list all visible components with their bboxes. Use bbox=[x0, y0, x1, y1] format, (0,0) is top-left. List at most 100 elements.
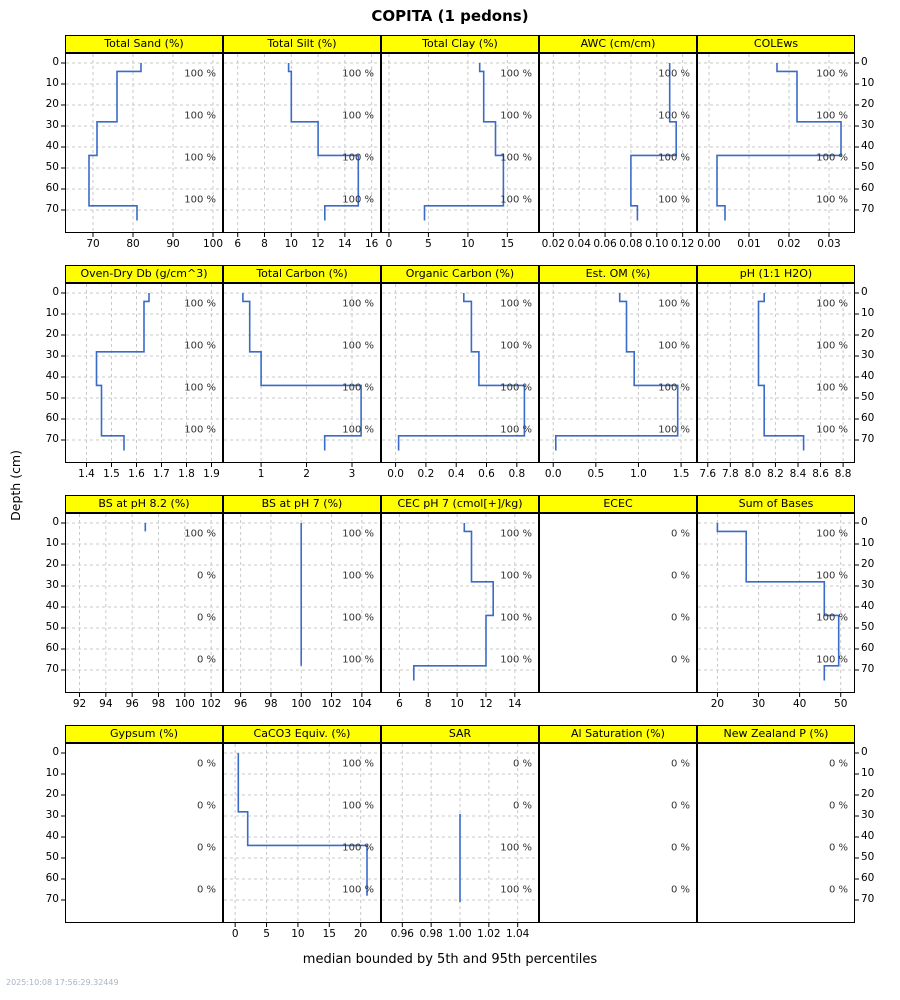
contributing-fraction-label: 100 % bbox=[816, 383, 848, 394]
median-line bbox=[88, 63, 142, 221]
depth-tick-label: 20 bbox=[45, 98, 59, 110]
panel-est-om: 100 % 100 % 100 % 100 % bbox=[539, 283, 697, 467]
depth-tick-label: 30 bbox=[45, 809, 59, 821]
x-tick-label: 20 bbox=[710, 698, 725, 710]
timestamp-watermark: 2025:10:08 17:56:29.32449 bbox=[6, 978, 119, 987]
depth-tick-label: 0 bbox=[52, 746, 59, 758]
x-tick-label: 5 bbox=[263, 928, 270, 940]
x-tick-label: 16 bbox=[364, 238, 379, 250]
x-tick-label: 8.0 bbox=[744, 468, 762, 480]
depth-tick-label: 70 bbox=[861, 893, 875, 905]
x-tick-label: 0.0 bbox=[387, 468, 404, 480]
x-tick-label: 1.0 bbox=[630, 468, 647, 480]
panel-header-al-saturation: Al Saturation (%) bbox=[539, 725, 697, 743]
depth-tick-label: 60 bbox=[45, 412, 59, 424]
contributing-fraction-label: 0 % bbox=[197, 885, 216, 896]
depth-tick-label: 10 bbox=[861, 767, 875, 779]
x-tick-label: 0.2 bbox=[417, 468, 435, 480]
contributing-fraction-label: 100 % bbox=[658, 111, 690, 122]
x-tick-label: 0.04 bbox=[567, 238, 591, 250]
contributing-fraction-label: 100 % bbox=[184, 341, 216, 352]
panel-header-new-zealand-p: New Zealand P (%) bbox=[697, 725, 855, 743]
x-tick-label: 1.5 bbox=[103, 468, 120, 480]
x-tick-label: 94 bbox=[99, 698, 113, 710]
x-tick-label: 8.8 bbox=[834, 468, 852, 480]
depth-tick-label: 10 bbox=[861, 537, 875, 549]
contributing-fraction-label: 100 % bbox=[816, 571, 848, 582]
depth-tick-label: 30 bbox=[45, 579, 59, 591]
panel-header-organic-carbon: Organic Carbon (%) bbox=[381, 265, 539, 283]
contributing-fraction-label: 100 % bbox=[184, 299, 216, 310]
contributing-fraction-label: 100 % bbox=[184, 425, 216, 436]
median-line bbox=[413, 523, 494, 681]
contributing-fraction-label: 100 % bbox=[500, 195, 532, 206]
x-tick-label: 15 bbox=[500, 238, 515, 250]
contributing-fraction-label: 100 % bbox=[658, 153, 690, 164]
contributing-fraction-label: 100 % bbox=[342, 655, 374, 666]
depth-tick-label: 50 bbox=[45, 161, 59, 173]
x-tick-label: 1.7 bbox=[153, 468, 170, 480]
contributing-fraction-label: 100 % bbox=[816, 153, 848, 164]
panel-header-gypsum: Gypsum (%) bbox=[65, 725, 223, 743]
x-tick-label: 15 bbox=[322, 928, 336, 940]
depth-tick-label: 60 bbox=[45, 642, 59, 654]
x-tick-label: 2 bbox=[303, 468, 310, 480]
contributing-fraction-label: 100 % bbox=[342, 69, 374, 80]
depth-tick-label: 40 bbox=[45, 600, 59, 612]
panel-header-caco3-equiv: CaCO3 Equiv. (%) bbox=[223, 725, 381, 743]
x-tick-label: 3 bbox=[348, 468, 356, 480]
x-tick-label: 0.5 bbox=[587, 468, 605, 480]
x-tick-label: 14 bbox=[508, 698, 522, 710]
x-tick-label: 7.6 bbox=[699, 468, 717, 480]
contributing-fraction-label: 100 % bbox=[816, 69, 848, 80]
contributing-fraction-label: 100 % bbox=[816, 299, 848, 310]
contributing-fraction-label: 100 % bbox=[184, 529, 216, 540]
median-line bbox=[716, 523, 840, 681]
depth-tick-label: 20 bbox=[861, 788, 875, 800]
depth-tick-label: 20 bbox=[861, 558, 875, 570]
depth-tick-label: 0 bbox=[861, 746, 868, 758]
contributing-fraction-label: 100 % bbox=[184, 69, 216, 80]
depth-tick-label: 20 bbox=[45, 788, 59, 800]
panel-ph-1-1-h2o: 100 % 100 % 100 % 100 % bbox=[697, 283, 859, 467]
contributing-fraction-label: 0 % bbox=[829, 759, 848, 770]
contributing-fraction-label: 100 % bbox=[816, 655, 848, 666]
depth-tick-label: 20 bbox=[45, 558, 59, 570]
x-tick-label: 0.6 bbox=[478, 468, 495, 480]
panel-header-oven-dry-db-g-cm-3: Oven-Dry Db (g/cm^3) bbox=[65, 265, 223, 283]
contributing-fraction-label: 100 % bbox=[342, 111, 374, 122]
x-tick-label: 0.02 bbox=[541, 238, 566, 250]
panel-al-saturation: 0 % 0 % 0 % 0 % bbox=[539, 743, 697, 923]
contributing-fraction-label: 100 % bbox=[342, 153, 374, 164]
depth-tick-label: 70 bbox=[45, 203, 59, 215]
depth-tick-label: 30 bbox=[45, 119, 59, 131]
x-tick-label: 1.02 bbox=[477, 928, 501, 940]
contributing-fraction-label: 100 % bbox=[184, 111, 216, 122]
contributing-fraction-label: 100 % bbox=[342, 613, 374, 624]
contributing-fraction-label: 0 % bbox=[671, 801, 690, 812]
x-tick-label: 98 bbox=[264, 698, 278, 710]
contributing-fraction-label: 0 % bbox=[197, 571, 216, 582]
median-line bbox=[423, 63, 505, 221]
contributing-fraction-label: 100 % bbox=[816, 529, 848, 540]
median-line bbox=[242, 293, 362, 451]
x-tick-label: 50 bbox=[834, 698, 848, 710]
median-line bbox=[555, 293, 679, 451]
median-line bbox=[630, 63, 677, 221]
panel-header-total-carbon: Total Carbon (%) bbox=[223, 265, 381, 283]
panel-awc-cm-cm: 100 % 100 % 100 % 100 % bbox=[539, 53, 697, 237]
x-tick-label: 0.01 bbox=[737, 238, 761, 250]
median-line bbox=[716, 63, 842, 221]
x-tick-label: 90 bbox=[166, 238, 180, 250]
contributing-fraction-label: 100 % bbox=[500, 655, 532, 666]
x-tick-label: 104 bbox=[351, 698, 372, 710]
depth-tick-label: 50 bbox=[45, 391, 59, 403]
x-tick-label: 30 bbox=[751, 698, 766, 710]
depth-tick-label: 0 bbox=[52, 516, 59, 528]
panel-header-sum-of-bases: Sum of Bases bbox=[697, 495, 855, 513]
contributing-fraction-label: 0 % bbox=[197, 843, 216, 854]
x-tick-label: 8.2 bbox=[767, 468, 784, 480]
panel-header-ecec: ECEC bbox=[539, 495, 697, 513]
contributing-fraction-label: 100 % bbox=[500, 383, 532, 394]
depth-tick-label: 40 bbox=[861, 370, 875, 382]
